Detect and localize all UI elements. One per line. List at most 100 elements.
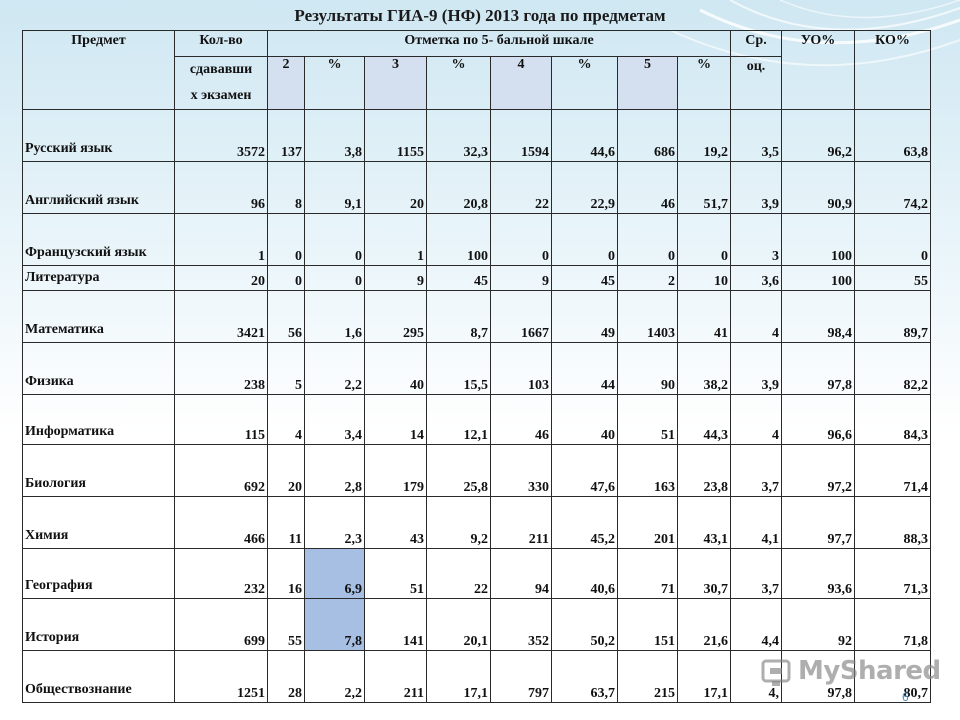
subject-cell: Французский язык xyxy=(22,213,175,266)
percent-4-header: % xyxy=(551,56,618,110)
count-cell: 20 xyxy=(174,265,268,291)
g2-cell: 20 xyxy=(267,444,305,497)
table-row: История 699 55 7,8 141 20,1 352 50,2 151 21,6 4,4 9… xyxy=(22,598,931,651)
g4-cell: 46 xyxy=(490,394,552,445)
p4-cell: 49 xyxy=(551,290,618,343)
subject-cell: Литература xyxy=(22,265,175,291)
count-cell: 692 xyxy=(174,444,268,497)
percent-2-header: % xyxy=(304,56,365,110)
p5-cell: 21,6 xyxy=(677,598,731,651)
ko-cell: 82,2 xyxy=(854,342,931,395)
g5-cell: 46 xyxy=(617,161,678,214)
p3-cell: 22 xyxy=(426,548,491,599)
results-table-body: Предмет Кол-во Отметка по 5- бальной шка… xyxy=(22,30,931,703)
count-header: Кол-во xyxy=(174,30,268,57)
p2-cell: 6,9 xyxy=(304,548,365,599)
table-row: Обществознание 1251 28 2,2 211 17,1 797 63,7 215… xyxy=(22,650,931,703)
count-cell: 238 xyxy=(174,342,268,395)
p3-cell: 9,2 xyxy=(426,496,491,549)
g2-cell: 56 xyxy=(267,290,305,343)
p5-cell: 41 xyxy=(677,290,731,343)
ko-cell: 71,4 xyxy=(854,444,931,497)
ko-cell: 80,7 xyxy=(854,650,931,703)
g4-cell: 1594 xyxy=(490,109,552,162)
g5-cell: 163 xyxy=(617,444,678,497)
p3-cell: 20,8 xyxy=(426,161,491,214)
count-subheader-line1: сдававши xyxy=(189,62,253,77)
g5-cell: 2 xyxy=(617,265,678,291)
watermark-text: MyShared xyxy=(798,656,941,686)
g4-cell: 9 xyxy=(490,265,552,291)
p2-cell: 3,4 xyxy=(304,394,365,445)
p2-cell: 1,6 xyxy=(304,290,365,343)
percent-3-header: % xyxy=(426,56,491,110)
p4-cell: 22,9 xyxy=(551,161,618,214)
header-row-1: Предмет Кол-во Отметка по 5- бальной шка… xyxy=(22,30,931,110)
subject-cell: Химия xyxy=(22,496,175,549)
g3-cell: 20 xyxy=(364,161,427,214)
g4-cell: 0 xyxy=(490,213,552,266)
p5-cell: 51,7 xyxy=(677,161,731,214)
table-row: Русский язык 3572 137 3,8 1155 32,3 1594 44,6 68… xyxy=(22,109,931,162)
subject-cell: Физика xyxy=(22,342,175,395)
uo-cell: 93,6 xyxy=(781,548,855,599)
p2-cell: 2,2 xyxy=(304,342,365,395)
subject-cell: География xyxy=(22,548,175,599)
g3-cell: 211 xyxy=(364,650,427,703)
count-cell: 699 xyxy=(174,598,268,651)
ko-cell: 88,3 xyxy=(854,496,931,549)
table-row: Химия 466 11 2,3 43 9,2 211 45,2 201 43,1 4,1 97,7 8… xyxy=(22,496,931,549)
grade-2-header: 2 xyxy=(267,56,305,110)
g3-cell: 141 xyxy=(364,598,427,651)
avg-cell: 3,9 xyxy=(730,161,782,214)
g5-cell: 90 xyxy=(617,342,678,395)
g2-cell: 28 xyxy=(267,650,305,703)
g4-cell: 211 xyxy=(490,496,552,549)
g4-cell: 797 xyxy=(490,650,552,703)
grade-5-header: 5 xyxy=(617,56,678,110)
count-cell: 115 xyxy=(174,394,268,445)
g2-cell: 8 xyxy=(267,161,305,214)
count-cell: 232 xyxy=(174,548,268,599)
g4-cell: 103 xyxy=(490,342,552,395)
p2-cell: 9,1 xyxy=(304,161,365,214)
uo-cell: 100 xyxy=(781,265,855,291)
p5-cell: 10 xyxy=(677,265,731,291)
avg-cell: 4, xyxy=(730,650,782,703)
avg-cell: 3,9 xyxy=(730,342,782,395)
p2-cell: 2,3 xyxy=(304,496,365,549)
subject-cell: История xyxy=(22,598,175,651)
myshared-logo-icon xyxy=(761,659,791,686)
g5-cell: 71 xyxy=(617,548,678,599)
g2-cell: 11 xyxy=(267,496,305,549)
table-row: Математика 3421 56 1,6 295 8,7 1667 49 1403 41 4 98… xyxy=(22,290,931,343)
percent-5-header: % xyxy=(677,56,731,110)
g5-cell: 51 xyxy=(617,394,678,445)
subject-cell: Обществознание xyxy=(22,650,175,703)
g2-cell: 4 xyxy=(267,394,305,445)
g3-cell: 40 xyxy=(364,342,427,395)
count-subheader: сдававши х экзамен xyxy=(174,56,268,110)
p4-cell: 63,7 xyxy=(551,650,618,703)
count-cell: 3421 xyxy=(174,290,268,343)
p5-cell: 0 xyxy=(677,213,731,266)
page-number: 6 xyxy=(902,690,909,704)
p4-cell: 45,2 xyxy=(551,496,618,549)
count-subheader-line2: х экзамен xyxy=(190,88,252,103)
uo-cell: 92 xyxy=(781,598,855,651)
myshared-watermark: MyShared xyxy=(760,650,950,710)
avg-subheader: оц. xyxy=(730,56,782,110)
p4-cell: 50,2 xyxy=(551,598,618,651)
ko-cell: 89,7 xyxy=(854,290,931,343)
p4-cell: 0 xyxy=(551,213,618,266)
ko-cell: 84,3 xyxy=(854,394,931,445)
g5-cell: 215 xyxy=(617,650,678,703)
p3-cell: 20,1 xyxy=(426,598,491,651)
p5-cell: 38,2 xyxy=(677,342,731,395)
uo-cell: 97,8 xyxy=(781,342,855,395)
g5-cell: 201 xyxy=(617,496,678,549)
g3-cell: 9 xyxy=(364,265,427,291)
p2-cell: 0 xyxy=(304,213,365,266)
grade-4-header: 4 xyxy=(490,56,552,110)
avg-cell: 4,4 xyxy=(730,598,782,651)
